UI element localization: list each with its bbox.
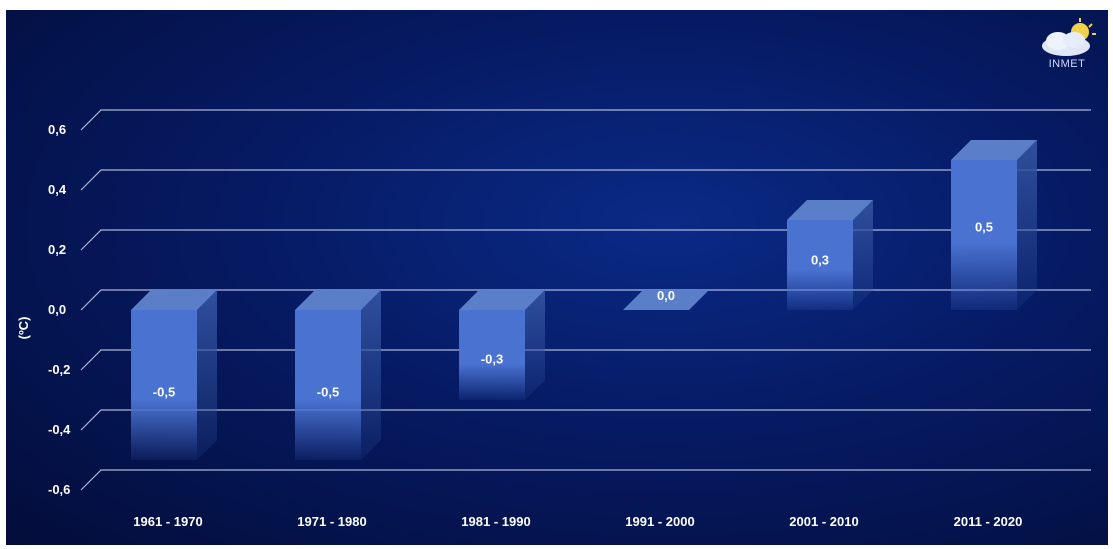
bar [459,290,545,400]
inmet-logo: INMET [1036,18,1098,80]
y-tick-label: -0,6 [48,482,70,497]
y-tick-label: -0,4 [48,422,71,437]
x-category-label: 1961 - 1970 [133,514,202,529]
y-tick-label: 0,0 [48,302,66,317]
gridline [80,109,1091,131]
y-tick-label: 0,6 [48,122,66,137]
y-axis-label: (ºC) [16,317,31,340]
gridline [80,409,1091,431]
bar [295,290,381,460]
data-label: 0,3 [811,253,829,268]
data-label: 0,5 [975,220,993,235]
y-tick-label: -0,2 [48,362,70,377]
data-label: 0,0 [657,288,675,303]
data-label: -0,5 [153,385,175,400]
logo-text: INMET [1048,58,1086,70]
x-category-label: 1981 - 1990 [461,514,530,529]
x-category-label: 2011 - 2020 [954,514,1023,529]
gridline [80,469,1091,491]
cloud-sun-icon [1042,18,1096,56]
x-category-label: 1971 - 1980 [297,514,366,529]
x-category-label: 2001 - 2010 [789,514,858,529]
data-label: -0,3 [481,352,503,367]
chart-frame: 0,6 0,4 0,2 0,0 -0,2 -0,4 -0,6 -0,5 -0,5 -0,3 0,0… [6,10,1108,545]
gridline [80,349,1091,371]
gridline [80,289,1091,311]
data-label: -0,5 [317,385,339,400]
bar [951,140,1037,310]
x-category-label: 1991 - 2000 [625,514,694,529]
bar-chart: 0,6 0,4 0,2 0,0 -0,2 -0,4 -0,6 -0,5 -0,5 -0,3 0,0… [16,109,1091,529]
y-tick-label: 0,4 [48,182,67,197]
bar [787,200,873,310]
bar [131,290,217,460]
bar [623,290,709,310]
y-tick-label: 0,2 [48,242,66,257]
gridline [80,169,1091,191]
gridline [80,229,1091,251]
